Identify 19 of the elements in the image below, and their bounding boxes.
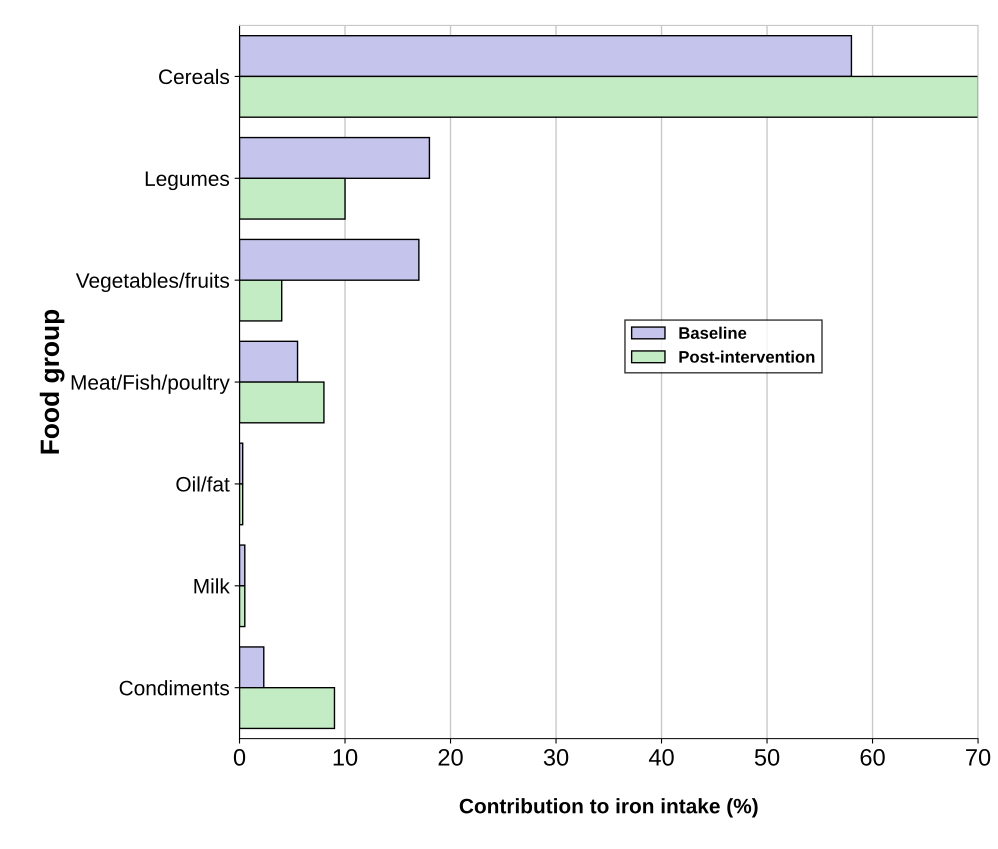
x-axis-title: Contribution to iron intake (%) [460,798,758,818]
y-axis-title: Food group [40,310,64,454]
y-tick-label: Oil/fat [176,476,230,492]
y-tick-label: Condiments [120,680,230,696]
y-tick-label: Meat/Fish/poultry [72,374,230,394]
x-tick-label: 60 [860,748,885,766]
x-tick-label: 30 [544,748,568,766]
x-tick-label: 20 [438,748,463,766]
legend-label: Post-intervention [679,350,814,363]
legend-label: Baseline [679,326,746,339]
y-tick-label: Milk [194,578,230,594]
y-tick-label: Cereals [159,68,230,84]
x-tick-label: 40 [648,748,674,766]
x-tick-label: 10 [334,748,358,766]
x-tick-label: 70 [966,748,990,766]
y-tick-label: Vegetables/fruits [76,272,230,292]
y-tick-label: Legumes [146,172,230,190]
x-tick-label: 50 [754,748,780,766]
x-tick-label: 0 [234,748,246,766]
